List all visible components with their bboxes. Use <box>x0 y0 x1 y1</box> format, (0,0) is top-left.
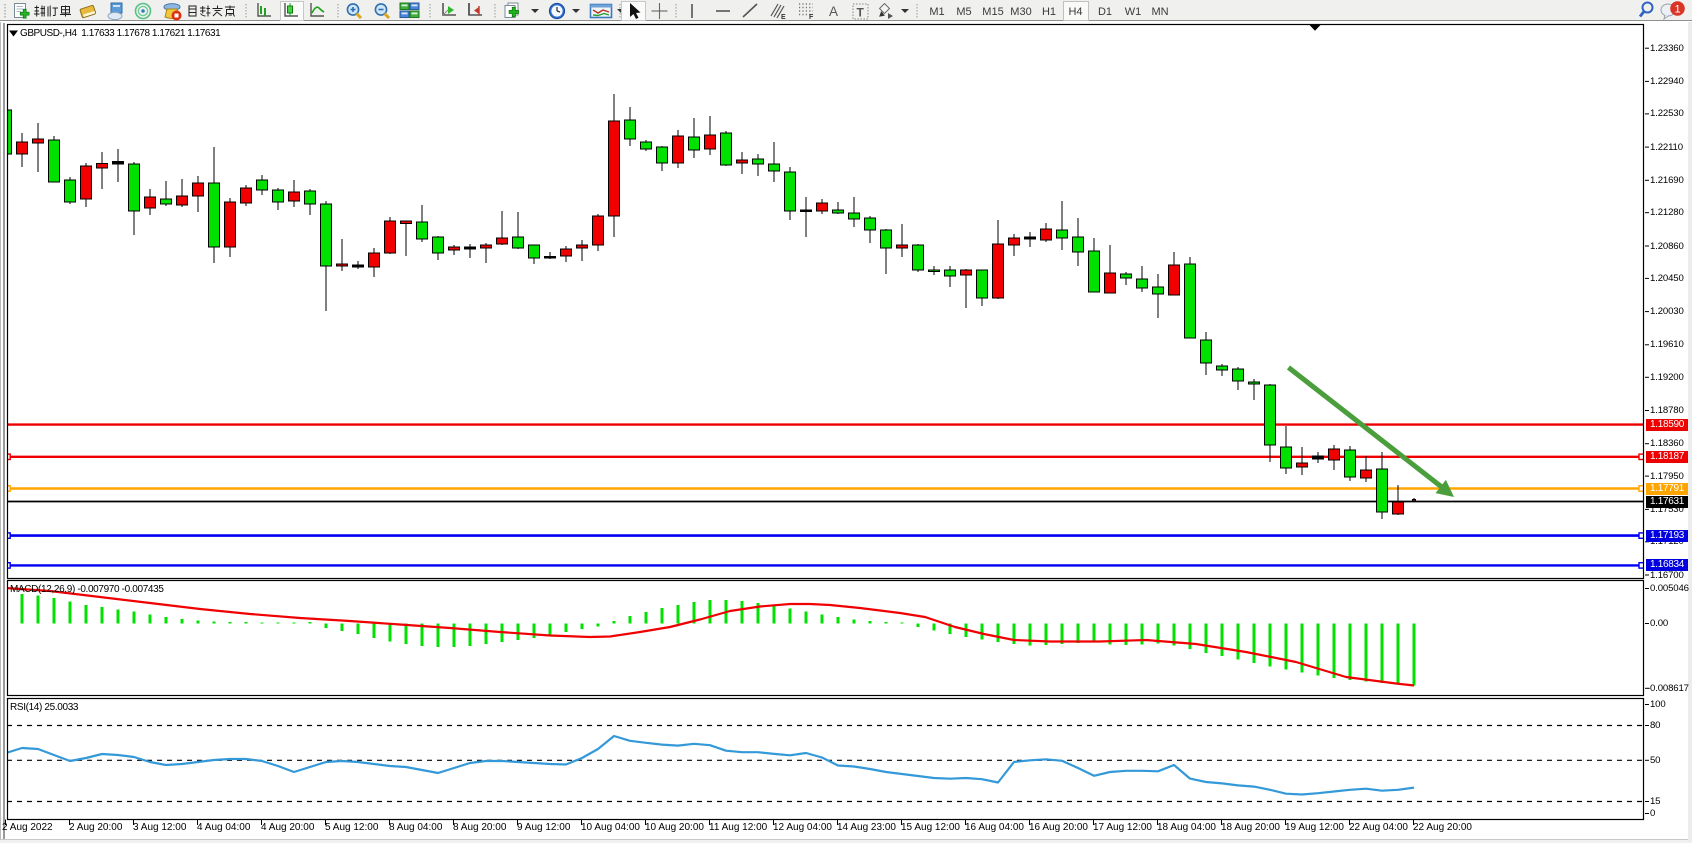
svg-text:H4: H4 <box>1068 6 1082 18</box>
svg-text:W1: W1 <box>1125 6 1142 18</box>
svg-text:A: A <box>829 4 838 19</box>
svg-text:M15: M15 <box>982 6 1003 18</box>
svg-text:F: F <box>809 14 814 21</box>
svg-text:M5: M5 <box>956 6 971 18</box>
svg-text:MN: MN <box>1151 6 1168 18</box>
svg-text:D1: D1 <box>1098 6 1112 18</box>
svg-text:M1: M1 <box>929 6 944 18</box>
svg-text:M30: M30 <box>1010 6 1031 18</box>
svg-text:1: 1 <box>1674 4 1680 16</box>
svg-text:H1: H1 <box>1042 6 1056 18</box>
svg-text:E: E <box>781 14 786 21</box>
svg-text:T: T <box>857 6 865 20</box>
